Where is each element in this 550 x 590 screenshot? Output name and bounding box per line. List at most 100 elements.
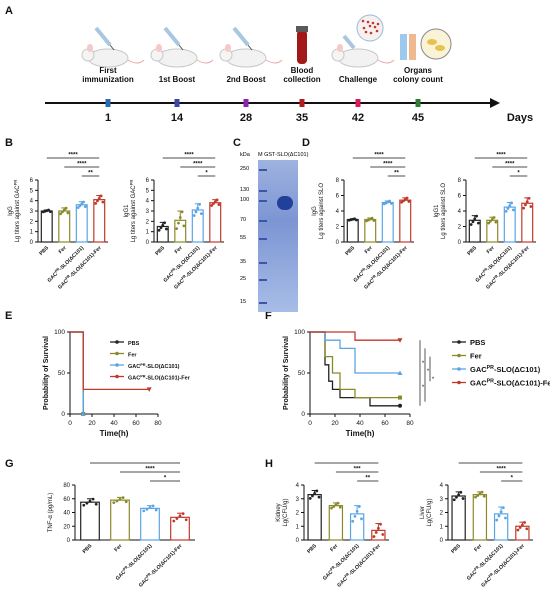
chart-b-igg1-gacpr: 0 1 2 3 4 5 6 IgG1 Lg titers against GACPR PBS Fer…	[124, 153, 224, 291]
panel-letter-d: D	[302, 137, 310, 149]
blood-tube-icon	[296, 26, 308, 64]
significance-label: ****	[193, 162, 203, 168]
y-tick-label: 4	[30, 199, 34, 205]
y-axis-label-line: Lg(CFU/g)	[283, 498, 289, 526]
data-point	[194, 210, 198, 214]
data-point	[405, 196, 409, 200]
timeline-marker	[299, 99, 305, 107]
data-point	[80, 202, 84, 206]
gel-marker-label: 25	[240, 276, 247, 282]
bar	[364, 218, 377, 243]
legend-marker	[457, 340, 461, 344]
data-point	[492, 216, 496, 219]
timeline-marker	[355, 99, 361, 107]
bacteria-dot	[373, 25, 377, 29]
survival-line	[70, 331, 150, 391]
data-point	[374, 531, 378, 534]
mouse-syringe-icon	[219, 26, 283, 68]
gel-marker-label: 35	[240, 259, 247, 265]
tube-petri-icon	[400, 28, 452, 60]
significance-label: ****	[505, 162, 515, 168]
data-point	[99, 194, 103, 198]
y-tick-label: 60	[63, 497, 70, 503]
y-axis-label: Probability of Survival	[283, 336, 290, 410]
panel-letter-f: F	[265, 310, 272, 322]
x-tick-label: Fer	[58, 245, 68, 255]
data-point	[112, 501, 116, 504]
data-point	[525, 527, 529, 531]
mouse-syringe-icon	[150, 26, 214, 68]
timeline-event-label: Blood	[291, 66, 314, 75]
y-axis-label: Probability of Survival	[43, 336, 50, 410]
significance-label: ****	[496, 153, 506, 159]
x-tick-label: Fer	[364, 245, 374, 255]
y-tick-label: 50	[298, 370, 306, 377]
legend-label: PBS	[128, 341, 140, 347]
x-tick-label: 60	[132, 420, 140, 427]
y-axis-label-line: Lg titers against SLO	[441, 183, 447, 239]
legend-marker	[115, 363, 119, 367]
legend-label: GACPR-SLO(ΔC101)	[470, 365, 541, 374]
bar	[381, 201, 394, 243]
data-point	[175, 517, 179, 520]
data-point	[212, 202, 215, 206]
timeline-marker	[174, 99, 180, 107]
y-tick-label: 0	[336, 240, 340, 246]
y-tick-label: 20	[63, 524, 70, 530]
x-tick-label: 40	[110, 420, 118, 427]
data-point	[516, 528, 520, 532]
timeline-day-label: 14	[171, 112, 184, 124]
significance-label: *	[511, 476, 514, 482]
significance-label: ***	[131, 460, 139, 464]
y-tick-label: 3	[146, 209, 150, 215]
data-point	[407, 200, 411, 203]
syringe-needle	[109, 44, 115, 51]
bar	[191, 209, 204, 243]
legend-marker	[457, 353, 461, 358]
legend-label: GACPR-SLO(ΔC101)	[128, 363, 180, 370]
y-axis-label-line: TNF-α (pg/mL)	[48, 493, 54, 532]
data-point	[372, 535, 376, 538]
data-point	[210, 204, 214, 207]
bacteria-dot	[366, 20, 370, 24]
survival-end-marker	[397, 338, 403, 343]
syringe-needle	[178, 44, 184, 51]
data-point	[161, 223, 165, 227]
data-point	[177, 221, 180, 225]
timeline-axis-title: Days	[507, 112, 533, 124]
data-point	[217, 203, 221, 206]
data-point	[94, 201, 98, 205]
bacteria-dot	[362, 26, 366, 30]
data-point	[311, 494, 314, 498]
gel-marker-band	[259, 279, 267, 281]
legend-label: GACPR-SLO(ΔC101)-Fer	[470, 379, 550, 388]
petri-dish	[420, 28, 452, 60]
y-tick-label: 0	[30, 240, 34, 246]
x-tick-label: GACPR-SLO(ΔC101)	[465, 542, 504, 581]
significance-label: **	[365, 476, 370, 482]
gel-marker-band	[259, 200, 267, 202]
data-point	[332, 505, 336, 508]
x-tick-label: PBS	[82, 543, 94, 555]
data-point	[469, 223, 473, 226]
data-point	[494, 220, 498, 224]
data-point	[506, 207, 510, 210]
gel-panel: kDa M GST-SLO(ΔC101) 250 130 100 70 55 35 25 15	[232, 147, 308, 312]
data-point	[121, 496, 125, 500]
gel-marker-label: 70	[240, 217, 247, 223]
survival-line	[310, 331, 400, 341]
timeline-marker	[243, 99, 249, 107]
data-point	[489, 219, 492, 223]
data-point	[495, 518, 499, 522]
data-point	[527, 196, 531, 200]
data-point	[159, 226, 163, 230]
data-point	[372, 219, 376, 222]
data-point	[388, 199, 391, 203]
data-point	[157, 228, 161, 232]
data-point	[497, 514, 501, 518]
y-tick-label: 5	[30, 188, 34, 194]
data-point	[351, 519, 355, 523]
y-axis-label-line: Lg(CFU/g)	[427, 498, 433, 526]
bar	[451, 495, 466, 541]
